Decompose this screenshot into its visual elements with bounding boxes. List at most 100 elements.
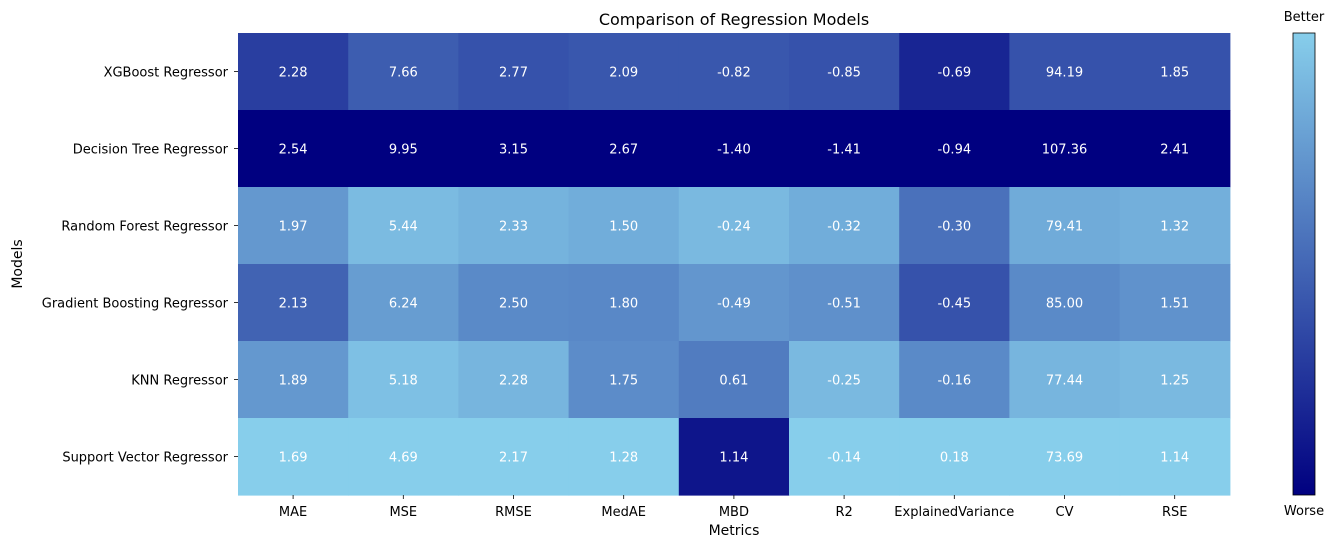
cell-value-label: 1.28 bbox=[609, 451, 638, 466]
x-tick-label: RMSE bbox=[495, 505, 532, 520]
heatmap-cell bbox=[1009, 341, 1121, 419]
heatmap-cell bbox=[1009, 187, 1121, 265]
heatmap-cell bbox=[568, 418, 680, 496]
cell-value-label: 1.75 bbox=[609, 374, 638, 389]
cell-value-label: 2.50 bbox=[499, 297, 528, 312]
heatmap-cell bbox=[1009, 110, 1121, 188]
x-tick-label: MSE bbox=[389, 505, 417, 520]
heatmap-cell bbox=[238, 187, 349, 265]
y-tick-label: Random Forest Regressor bbox=[61, 220, 228, 235]
heatmap-cell bbox=[238, 33, 349, 111]
heatmap-cell bbox=[568, 187, 680, 265]
cell-value-label: -0.85 bbox=[827, 66, 861, 81]
x-tick-label: CV bbox=[1056, 505, 1074, 520]
heatmap-cell bbox=[348, 33, 459, 111]
heatmap-cell bbox=[568, 110, 680, 188]
heatmap-cell bbox=[1009, 33, 1121, 111]
heatmap-cell bbox=[1009, 418, 1121, 496]
cell-value-label: 2.28 bbox=[279, 66, 308, 81]
heatmap-cell bbox=[458, 187, 570, 265]
heatmap-cell bbox=[568, 33, 680, 111]
heatmap-cell bbox=[458, 264, 570, 342]
heatmap-cell bbox=[899, 187, 1010, 265]
x-tick-label: MAE bbox=[279, 505, 307, 520]
cell-value-label: 107.36 bbox=[1042, 143, 1088, 158]
heatmap-cell bbox=[789, 33, 900, 111]
cell-value-label: 1.80 bbox=[609, 297, 638, 312]
heatmap-cell bbox=[348, 187, 459, 265]
cell-value-label: 9.95 bbox=[389, 143, 418, 158]
cell-value-label: -0.24 bbox=[717, 220, 751, 235]
x-tick-labels: MAE MSE RMSE MedAE MBD R2 ExplainedVariance CV R… bbox=[279, 495, 1188, 520]
cell-value-label: -0.94 bbox=[937, 143, 971, 158]
heatmap-cell bbox=[238, 418, 349, 496]
heatmap-cell bbox=[789, 418, 900, 496]
y-tick-labels: XGBoost Regressor Decision Tree Regressor… bbox=[42, 66, 238, 466]
cell-value-label: 1.32 bbox=[1160, 220, 1189, 235]
cell-value-label: 4.69 bbox=[389, 451, 418, 466]
cell-value-label: -0.25 bbox=[827, 374, 861, 389]
cell-value-label: 79.41 bbox=[1046, 220, 1083, 235]
cell-value-label: 1.69 bbox=[279, 451, 308, 466]
heatmap-cell bbox=[789, 264, 900, 342]
cell-value-label: 2.33 bbox=[499, 220, 528, 235]
heatmap-cell bbox=[899, 418, 1010, 496]
cell-value-label: 77.44 bbox=[1046, 374, 1083, 389]
cell-value-label: 1.97 bbox=[279, 220, 308, 235]
heatmap-cell bbox=[348, 341, 459, 419]
heatmap-cell bbox=[678, 33, 790, 111]
cell-value-label: 1.14 bbox=[1160, 451, 1189, 466]
heatmap-cell bbox=[1119, 418, 1231, 496]
heatmap-cell bbox=[568, 341, 680, 419]
heatmap-cell bbox=[789, 110, 900, 188]
heatmap-cell bbox=[678, 418, 790, 496]
x-tick-label: ExplainedVariance bbox=[894, 505, 1014, 520]
heatmap-cell bbox=[678, 341, 790, 419]
cell-value-label: 6.24 bbox=[389, 297, 418, 312]
colorbar bbox=[1292, 32, 1316, 496]
heatmap-cell bbox=[348, 264, 459, 342]
cell-value-label: -0.16 bbox=[937, 374, 971, 389]
heatmap-cell bbox=[1119, 187, 1231, 265]
cell-value-label: -0.45 bbox=[937, 297, 971, 312]
colorbar-top-label: Better bbox=[1284, 10, 1325, 25]
cell-value-label: 85.00 bbox=[1046, 297, 1083, 312]
heatmap-cell bbox=[238, 264, 349, 342]
x-tick-label: MedAE bbox=[601, 505, 646, 520]
cell-value-label: 2.77 bbox=[499, 66, 528, 81]
heatmap-cells: 2.28 7.66 2.77 2.09 -0.82 -0.85 -0.69 94.19 1.85… bbox=[238, 33, 1231, 496]
heatmap-cell bbox=[458, 418, 570, 496]
cell-value-label: 1.51 bbox=[1160, 297, 1189, 312]
heatmap-cell bbox=[458, 341, 570, 419]
x-tick-label: RSE bbox=[1162, 505, 1188, 520]
heatmap-cell bbox=[348, 418, 459, 496]
cell-value-label: 5.44 bbox=[389, 220, 418, 235]
x-tick-label: R2 bbox=[835, 505, 852, 520]
y-axis-label: Models bbox=[10, 239, 26, 288]
heatmap-cell bbox=[1009, 264, 1121, 342]
heatmap-cell bbox=[899, 341, 1010, 419]
colorbar-bottom-label: Worse bbox=[1284, 504, 1324, 519]
heatmap-cell bbox=[899, 110, 1010, 188]
heatmap-cell bbox=[458, 110, 570, 188]
cell-value-label: 1.14 bbox=[719, 451, 748, 466]
heatmap-cell bbox=[1119, 264, 1231, 342]
heatmap-cell bbox=[568, 264, 680, 342]
heatmap-cell bbox=[678, 264, 790, 342]
cell-value-label: 2.17 bbox=[499, 451, 528, 466]
cell-value-label: 0.61 bbox=[719, 374, 748, 389]
y-tick-label: Gradient Boosting Regressor bbox=[42, 297, 229, 312]
heatmap-cell bbox=[1119, 110, 1231, 188]
heatmap-cell bbox=[1119, 33, 1231, 111]
heatmap-cell bbox=[899, 33, 1010, 111]
y-tick-label: KNN Regressor bbox=[131, 374, 228, 389]
heatmap-cell bbox=[458, 33, 570, 111]
heatmap-cell bbox=[1119, 341, 1231, 419]
heatmap-cell bbox=[678, 187, 790, 265]
cell-value-label: -0.82 bbox=[717, 66, 751, 81]
cell-value-label: -0.49 bbox=[717, 297, 751, 312]
cell-value-label: -1.41 bbox=[827, 143, 861, 158]
cell-value-label: 1.85 bbox=[1160, 66, 1189, 81]
cell-value-label: 2.54 bbox=[279, 143, 308, 158]
cell-value-label: 1.89 bbox=[279, 374, 308, 389]
